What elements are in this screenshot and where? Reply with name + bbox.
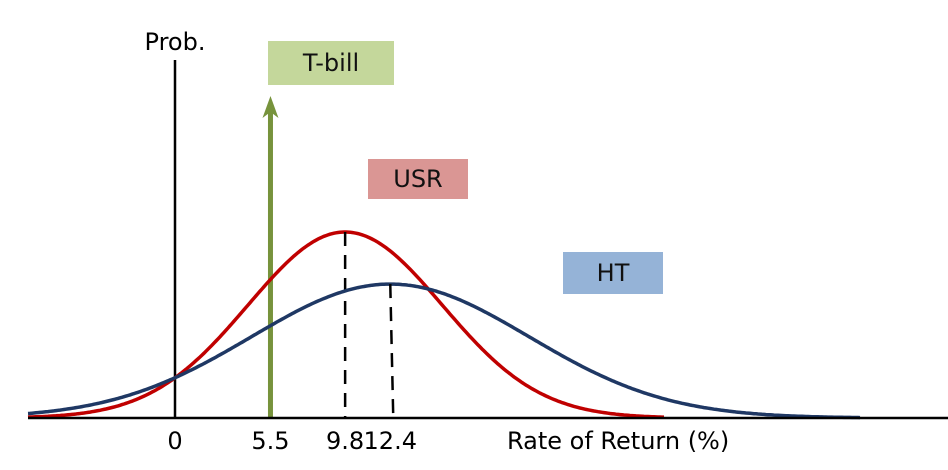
x-tick-label-0: 0 <box>167 427 182 455</box>
x-axis-label: Rate of Return (%) <box>507 427 729 455</box>
legend-box-ht <box>563 252 663 294</box>
legend-label-usr: USR <box>393 165 442 193</box>
series-curve-ht <box>27 282 861 420</box>
mean-line-ht <box>389 284 395 419</box>
x-tick-label-5-5: 5.5 <box>251 427 289 455</box>
legend-label-ht: HT <box>597 259 630 287</box>
x-tick-label-12-4: 12.4 <box>364 427 417 455</box>
y-axis-label: Prob. <box>145 28 206 56</box>
legend-box-t-bill <box>268 41 394 85</box>
legend-label-t-bill: T-bill <box>302 49 359 77</box>
x-tick-label-9-8: 9.8 <box>326 427 364 455</box>
spike-arrowhead-t-bill <box>262 96 279 118</box>
plot-layer: 0 5.5 9.8 12.4 T-bill USR HT <box>27 41 861 455</box>
legend-box-usr <box>368 159 468 199</box>
